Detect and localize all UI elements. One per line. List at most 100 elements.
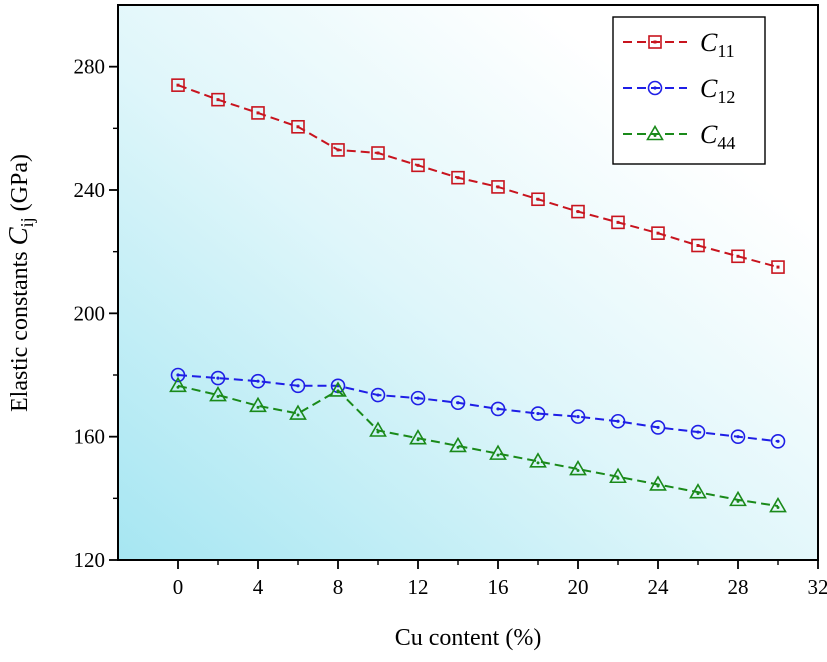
- x-tick-label: 0: [173, 575, 184, 599]
- series-c12-point-ring: [730, 429, 746, 444]
- series-c11-point-box: [531, 192, 545, 207]
- x-tick-label: 20: [568, 575, 589, 599]
- series-c12-point: [170, 367, 186, 383]
- legend-marker-c44-outline: [646, 124, 664, 141]
- series-c11-point-dot: [776, 265, 780, 269]
- series-c12-point: [610, 413, 626, 429]
- series-c44-point-outline: [289, 404, 307, 420]
- series-c44-point: [729, 490, 747, 507]
- series-c12-point-ring: [410, 390, 426, 406]
- legend-box: [612, 16, 766, 165]
- series-c11-point-box: [211, 92, 225, 107]
- series-c12-point-ring: [650, 420, 666, 435]
- series-c11-point-dot: [656, 231, 660, 235]
- series-c11-point: [691, 238, 705, 253]
- series-c11-point-dot: [296, 125, 300, 129]
- series-c44-point-dot: [496, 453, 500, 457]
- series-c44-point: [769, 496, 787, 513]
- series-c11-point: [411, 158, 425, 173]
- legend-marker-c44-dot: [653, 134, 657, 137]
- series-c44-point-dot: [736, 499, 740, 503]
- series-c12-point: [370, 387, 386, 403]
- series-c11-point: [251, 106, 265, 120]
- series-c44-line: [177, 384, 779, 508]
- series-c12-point-dot: [656, 425, 660, 430]
- legend-marker-c11: [648, 35, 662, 49]
- series-c44-point-outline: [569, 459, 587, 476]
- series-c11-point-box: [651, 226, 665, 240]
- series-c44-point-dot: [376, 430, 380, 434]
- axes: 0 4 8 12 16 20 24 28 32 120 160 200 240 280: [74, 4, 827, 599]
- legend-marker-c12-dot: [653, 86, 657, 90]
- series-c44-point-dot: [256, 405, 260, 409]
- series-c11: [171, 78, 785, 274]
- legend-marker-c12: [647, 80, 663, 96]
- series-c11-point: [371, 146, 385, 160]
- series-c44-point-outline: [169, 376, 187, 393]
- y-tick-label: 120: [74, 548, 106, 572]
- series-c11-point-dot: [496, 185, 500, 189]
- series-c12-point-ring: [250, 373, 266, 389]
- series-c11-point: [331, 143, 345, 157]
- series-c44-point-dot: [616, 476, 620, 480]
- series-c12-point: [530, 406, 546, 421]
- series-c44-point: [449, 436, 467, 453]
- series-c11-point: [211, 92, 225, 107]
- plot-frame: [117, 4, 819, 561]
- series-c12-point-dot: [456, 401, 460, 405]
- series-c11-point-box: [771, 260, 785, 274]
- series-c11-point-box: [571, 204, 585, 219]
- series-c11-point-box: [251, 106, 265, 120]
- series-c44: [169, 376, 787, 513]
- legend-label-symbol: C: [700, 120, 718, 149]
- series-c12-point: [450, 395, 466, 411]
- y-axis-title-symbol: C: [3, 226, 33, 245]
- series-c12-point: [210, 370, 226, 386]
- x-axis-title: Cu content (%): [395, 625, 542, 651]
- series-c11-point-dot: [176, 83, 180, 87]
- series-c44-point: [689, 483, 707, 499]
- series-c11-point-box: [611, 215, 625, 230]
- x-tick-label: 28: [728, 575, 749, 599]
- series-c44-point: [569, 459, 587, 476]
- series-c44-point: [289, 404, 307, 420]
- series-c12-point-dot: [536, 411, 540, 416]
- series-c44-point: [649, 475, 667, 491]
- series-c12-point-dot: [616, 419, 620, 423]
- series-c44-point-outline: [409, 429, 427, 445]
- series-c12-point-ring: [610, 413, 626, 429]
- legend-label-subscript: 44: [717, 133, 735, 153]
- series-c11-point: [491, 180, 505, 194]
- y-tick-label: 240: [74, 178, 106, 202]
- series-c12-point-dot: [376, 393, 380, 397]
- legend-label-c44: C44: [700, 120, 735, 153]
- series-c44-point-dot: [216, 395, 220, 399]
- series-c11-point-dot: [616, 220, 620, 224]
- series-c44-point-outline: [529, 452, 547, 468]
- series-c44-point-dot: [696, 492, 700, 496]
- series-c11-point-box: [411, 158, 425, 173]
- series-c44-point-outline: [689, 483, 707, 499]
- series-c12-point-ring: [170, 367, 186, 383]
- series-c44-point-outline: [369, 421, 387, 437]
- series-c12-point: [490, 401, 506, 417]
- series-c11-point-box: [331, 143, 345, 157]
- y-axis-title: Elastic constants Cij (GPa): [3, 154, 37, 412]
- series-c12-point-ring: [530, 406, 546, 421]
- series-c11-point: [571, 204, 585, 219]
- series-c12-point-ring: [210, 370, 226, 386]
- series-c12-point-dot: [256, 379, 260, 383]
- y-axis-title-subscript: ij: [17, 217, 37, 227]
- series-c11-point-box: [491, 180, 505, 194]
- series-c11-point: [771, 260, 785, 274]
- series-c44-point: [169, 376, 187, 393]
- legend-label-subscript: 12: [717, 87, 735, 107]
- series-c11-point-dot: [216, 98, 220, 102]
- series-c44-point-dot: [576, 469, 580, 473]
- series-c44-point-outline: [489, 444, 507, 460]
- series-c11-point-box: [451, 170, 465, 185]
- y-axis-title-unit: (GPa): [7, 154, 33, 217]
- series-c12-point-ring: [770, 433, 786, 449]
- series-c12-point: [290, 378, 306, 394]
- series-c11-point-dot: [736, 254, 740, 258]
